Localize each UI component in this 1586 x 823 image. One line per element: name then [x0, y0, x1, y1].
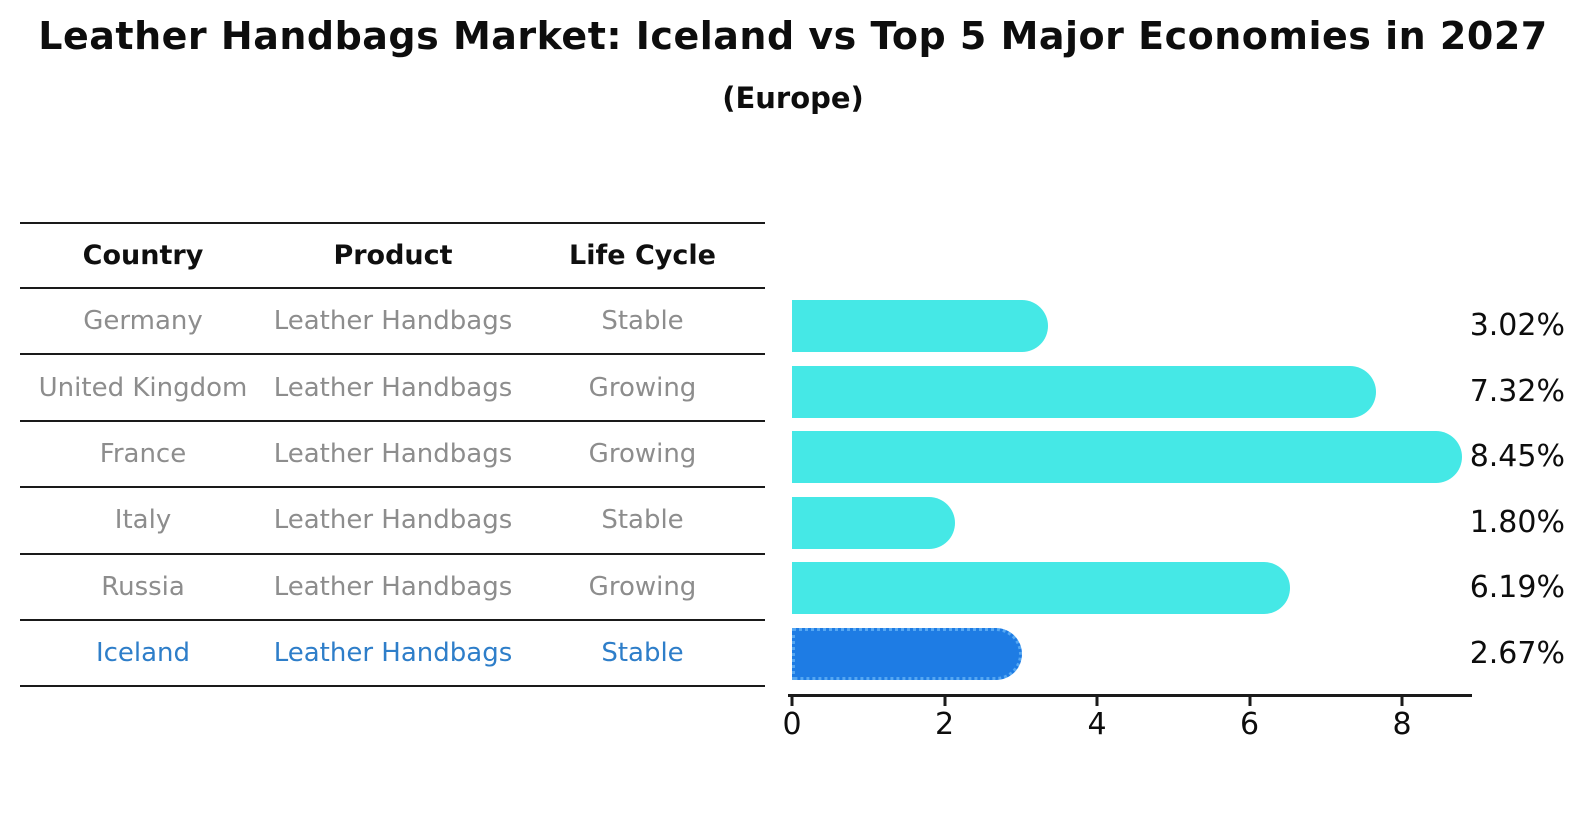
value-label: 3.02% — [1469, 308, 1565, 343]
bar-united-kingdom — [792, 366, 1376, 418]
cell-life-cycle: Growing — [588, 571, 697, 602]
cell-life-cycle: Stable — [601, 306, 684, 337]
cell-product: Leather Handbags — [273, 372, 513, 403]
table-row: France Leather Handbags Growing — [20, 422, 765, 489]
bar-france — [792, 431, 1462, 483]
x-axis-tick — [943, 697, 946, 706]
cell-country: France — [99, 438, 187, 469]
cell-product: Leather Handbags — [273, 306, 513, 337]
table-row: Russia Leather Handbags Growing — [20, 555, 765, 621]
data-table: Country Product Life Cycle Germany Leathe… — [20, 222, 765, 688]
column-header-country: Country — [82, 240, 204, 271]
cell-product: Leather Handbags — [273, 505, 513, 536]
cell-country: Italy — [114, 505, 172, 536]
table-row: United Kingdom Leather Handbags Growing — [20, 355, 765, 422]
value-label: 2.67% — [1469, 636, 1565, 671]
table-header-row: Country Product Life Cycle — [20, 222, 765, 289]
bar-highlight-iceland — [792, 628, 1022, 680]
chart-subtitle: (Europe) — [722, 81, 864, 115]
chart-title: Leather Handbags Market: Iceland vs Top … — [38, 14, 1548, 58]
x-axis-tick-label: 6 — [1239, 707, 1260, 742]
cell-life-cycle: Growing — [588, 438, 697, 469]
x-axis-tick — [1400, 697, 1404, 706]
cell-life-cycle: Stable — [601, 505, 684, 536]
value-label: 8.45% — [1469, 439, 1565, 474]
bar-russia — [792, 562, 1290, 614]
cell-country: United Kingdom — [38, 372, 248, 403]
table-row: Italy Leather Handbags Stable — [20, 488, 765, 555]
value-label: 1.80% — [1469, 505, 1565, 540]
value-label: 7.32% — [1469, 374, 1565, 409]
cell-product: Leather Handbags — [273, 571, 513, 602]
x-axis-tick — [1248, 697, 1251, 706]
x-axis-tick — [790, 697, 794, 706]
column-header-product: Product — [333, 240, 453, 271]
value-label: 6.19% — [1469, 570, 1565, 605]
cell-country: Iceland — [95, 638, 191, 669]
table-row: Germany Leather Handbags Stable — [20, 289, 765, 356]
x-axis-line — [788, 694, 1472, 697]
bar-germany — [792, 300, 1048, 352]
table-body: Germany Leather Handbags Stable United King… — [20, 289, 765, 688]
x-axis-tick-label: 4 — [1087, 707, 1107, 742]
x-axis-tick-label: 8 — [1392, 707, 1412, 742]
column-header-life-cycle: Life Cycle — [569, 240, 716, 271]
x-axis-tick — [1095, 697, 1099, 706]
cell-product: Leather Handbags — [273, 438, 513, 469]
table-row: Iceland Leather Handbags Stable — [20, 621, 765, 688]
cell-country: Russia — [101, 571, 185, 602]
x-axis-tick-label: 2 — [934, 707, 955, 742]
cell-life-cycle: Stable — [601, 638, 684, 669]
cell-life-cycle: Growing — [588, 372, 697, 403]
cell-country: Germany — [83, 306, 203, 337]
bar-italy — [792, 497, 955, 549]
x-axis-tick-label: 0 — [782, 707, 802, 742]
cell-product: Leather Handbags — [273, 638, 513, 669]
